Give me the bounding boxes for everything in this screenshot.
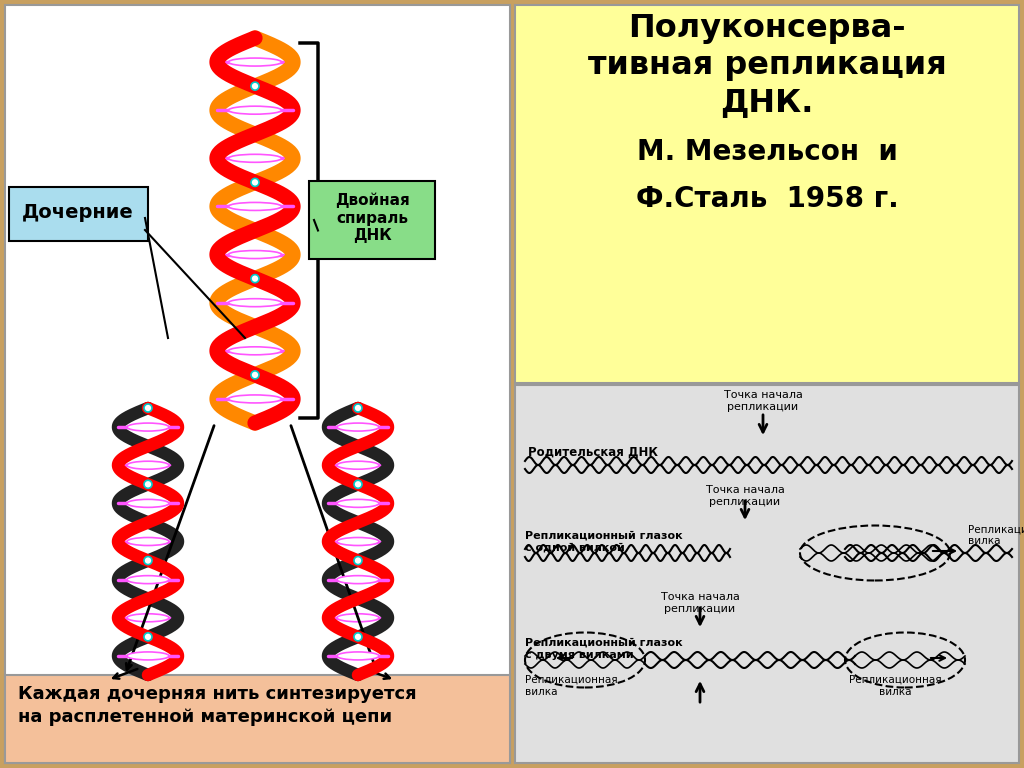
- Ellipse shape: [228, 395, 282, 403]
- Ellipse shape: [354, 518, 362, 526]
- Text: Репликационная
вилка: Репликационная вилка: [968, 525, 1024, 546]
- Text: Точка начала
репликации: Точка начала репликации: [706, 485, 784, 507]
- Ellipse shape: [337, 652, 379, 660]
- FancyBboxPatch shape: [5, 675, 510, 763]
- Ellipse shape: [354, 404, 362, 412]
- Ellipse shape: [251, 227, 259, 234]
- FancyBboxPatch shape: [5, 5, 510, 763]
- FancyBboxPatch shape: [309, 181, 435, 259]
- Text: Репликационный глазок
с одной вилкой: Репликационный глазок с одной вилкой: [525, 531, 683, 553]
- FancyBboxPatch shape: [9, 187, 148, 241]
- Ellipse shape: [337, 499, 379, 508]
- Text: Родительская ДНК: Родительская ДНК: [528, 445, 658, 458]
- Ellipse shape: [251, 82, 259, 90]
- Ellipse shape: [127, 652, 169, 660]
- Ellipse shape: [228, 58, 282, 66]
- Text: ДНК.: ДНК.: [720, 87, 814, 118]
- Ellipse shape: [337, 614, 379, 622]
- Ellipse shape: [251, 419, 259, 427]
- Ellipse shape: [251, 323, 259, 331]
- Text: Точка начала
репликации: Точка начала репликации: [660, 592, 739, 614]
- Ellipse shape: [251, 371, 259, 379]
- Ellipse shape: [228, 154, 282, 162]
- Ellipse shape: [144, 594, 152, 603]
- Ellipse shape: [354, 633, 362, 641]
- Text: Полуконсерва-: Полуконсерва-: [628, 13, 906, 44]
- Ellipse shape: [127, 462, 169, 469]
- Ellipse shape: [354, 557, 362, 564]
- Text: на расплетенной материнской цепи: на расплетенной материнской цепи: [18, 708, 392, 726]
- Ellipse shape: [228, 106, 282, 114]
- Ellipse shape: [251, 131, 259, 138]
- Text: Дочерние: Дочерние: [23, 204, 134, 223]
- Ellipse shape: [251, 178, 259, 187]
- Ellipse shape: [144, 671, 152, 679]
- Text: тивная репликация: тивная репликация: [588, 50, 946, 81]
- FancyBboxPatch shape: [515, 5, 1019, 383]
- Ellipse shape: [127, 614, 169, 622]
- Ellipse shape: [337, 423, 379, 431]
- Ellipse shape: [127, 423, 169, 431]
- FancyBboxPatch shape: [515, 385, 1019, 763]
- Text: Репликационная
вилка: Репликационная вилка: [525, 675, 617, 697]
- Ellipse shape: [337, 576, 379, 584]
- Text: Двойная
спираль
ДНК: Двойная спираль ДНК: [335, 193, 410, 243]
- Ellipse shape: [228, 299, 282, 306]
- Ellipse shape: [354, 671, 362, 679]
- Ellipse shape: [337, 538, 379, 545]
- Ellipse shape: [354, 594, 362, 603]
- Ellipse shape: [228, 203, 282, 210]
- Text: Каждая дочерняя нить синтезируется: Каждая дочерняя нить синтезируется: [18, 685, 417, 703]
- Ellipse shape: [228, 250, 282, 259]
- Ellipse shape: [228, 347, 282, 355]
- Text: Репликационная
вилка: Репликационная вилка: [849, 675, 941, 697]
- Ellipse shape: [337, 462, 379, 469]
- Ellipse shape: [127, 538, 169, 545]
- Ellipse shape: [127, 576, 169, 584]
- Ellipse shape: [127, 499, 169, 508]
- Ellipse shape: [144, 480, 152, 488]
- Ellipse shape: [354, 480, 362, 488]
- Ellipse shape: [354, 442, 362, 450]
- Ellipse shape: [251, 275, 259, 283]
- Text: М. Мезельсон  и: М. Мезельсон и: [637, 138, 897, 166]
- Ellipse shape: [144, 518, 152, 526]
- Ellipse shape: [144, 404, 152, 412]
- Text: Репликационный глазок
с двумя вилками: Репликационный глазок с двумя вилками: [525, 638, 683, 660]
- Ellipse shape: [144, 633, 152, 641]
- Ellipse shape: [251, 34, 259, 42]
- Text: Ф.Сталь  1958 г.: Ф.Сталь 1958 г.: [636, 185, 898, 213]
- Text: Точка начала
репликации: Точка начала репликации: [724, 390, 803, 412]
- Ellipse shape: [144, 442, 152, 450]
- Ellipse shape: [144, 557, 152, 564]
